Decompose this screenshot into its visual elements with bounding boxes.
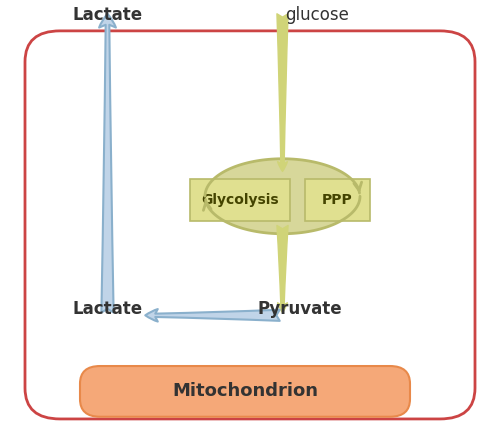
- Text: glucose: glucose: [286, 7, 350, 24]
- FancyBboxPatch shape: [305, 179, 370, 220]
- Text: Pyruvate: Pyruvate: [258, 300, 342, 318]
- Ellipse shape: [205, 159, 360, 234]
- FancyBboxPatch shape: [190, 179, 290, 220]
- Text: Lactate: Lactate: [72, 300, 142, 318]
- Text: Glycolysis: Glycolysis: [201, 193, 279, 206]
- FancyBboxPatch shape: [80, 366, 410, 417]
- Text: PPP: PPP: [322, 193, 353, 206]
- FancyBboxPatch shape: [25, 31, 475, 419]
- Text: Mitochondrion: Mitochondrion: [172, 382, 318, 400]
- Text: Lactate: Lactate: [72, 7, 142, 24]
